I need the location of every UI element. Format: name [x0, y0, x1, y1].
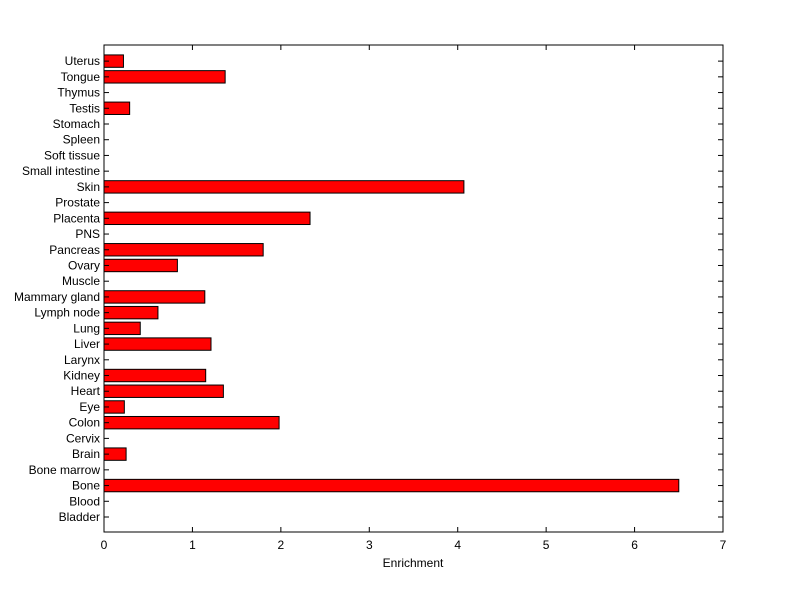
bar-mammary-gland — [103, 290, 206, 304]
y-tick-label-heart: Heart — [71, 384, 101, 398]
y-tick-label-spleen: Spleen — [63, 133, 100, 147]
y-tick-label-lung: Lung — [73, 321, 100, 335]
bar-placenta — [103, 211, 311, 226]
x-tick-label-6: 6 — [631, 538, 638, 552]
y-tick-label-liver: Liver — [74, 337, 100, 351]
bar-skin — [103, 180, 465, 194]
plot-frame — [103, 44, 724, 533]
y-tick-label-tongue: Tongue — [61, 70, 101, 84]
x-tick-label-2: 2 — [278, 538, 285, 552]
y-tick-label-thymus: Thymus — [57, 86, 100, 100]
x-tick-label-0: 0 — [101, 538, 108, 552]
bar-lung — [103, 321, 141, 336]
y-tick-label-colon: Colon — [69, 416, 100, 430]
y-tick-label-soft-tissue: Soft tissue — [44, 148, 100, 162]
x-axis-label: Enrichment — [383, 556, 444, 570]
y-tick-label-bladder: Bladder — [59, 510, 100, 524]
x-tick-label-5: 5 — [543, 538, 550, 552]
y-tick-label-placenta: Placenta — [53, 211, 100, 225]
bar-heart — [103, 384, 224, 398]
y-tick-label-cervix: Cervix — [66, 431, 100, 445]
y-tick-label-testis: Testis — [69, 101, 100, 115]
y-tick-label-brain: Brain — [72, 447, 100, 461]
y-tick-label-uterus: Uterus — [65, 54, 100, 68]
x-tick-labels: 0 1 2 3 4 5 6 7 — [101, 538, 727, 552]
y-tick-label-mammary-gland: Mammary gland — [14, 290, 100, 304]
y-tick-label-eye: Eye — [79, 400, 100, 414]
x-tick-label-7: 7 — [720, 538, 727, 552]
y-tick-label-lymph-node: Lymph node — [34, 306, 100, 320]
y-tick-label-muscle: Muscle — [62, 274, 100, 288]
x-tick-label-1: 1 — [189, 538, 196, 552]
bar-tongue — [103, 70, 226, 84]
y-tick-label-pancreas: Pancreas — [49, 243, 100, 257]
y-tick-label-pns: PNS — [75, 227, 100, 241]
bar-kidney — [103, 368, 207, 383]
bar-pancreas — [103, 243, 264, 257]
x-tick-label-4: 4 — [454, 538, 461, 552]
bar-liver — [103, 337, 212, 351]
y-tick-label-blood: Blood — [69, 494, 100, 508]
y-tick-label-larynx: Larynx — [64, 353, 100, 367]
x-tick-label-3: 3 — [366, 538, 373, 552]
y-tick-label-skin: Skin — [77, 180, 100, 194]
y-tick-label-small-intestine: Small intestine — [22, 164, 100, 178]
y-tick-label-ovary: Ovary — [68, 258, 100, 272]
ticks-layer — [103, 45, 724, 532]
bar-ovary — [103, 258, 178, 273]
y-tick-label-prostate: Prostate — [55, 196, 100, 210]
bar-colon — [103, 415, 280, 430]
bar-lymph-node — [103, 305, 159, 320]
y-tick-label-kidney: Kidney — [63, 369, 100, 383]
y-tick-label-bone: Bone — [72, 479, 100, 493]
bar-bone — [103, 478, 680, 493]
y-tick-label-stomach: Stomach — [53, 117, 100, 131]
y-tick-label-bone-marrow: Bone marrow — [29, 463, 101, 477]
